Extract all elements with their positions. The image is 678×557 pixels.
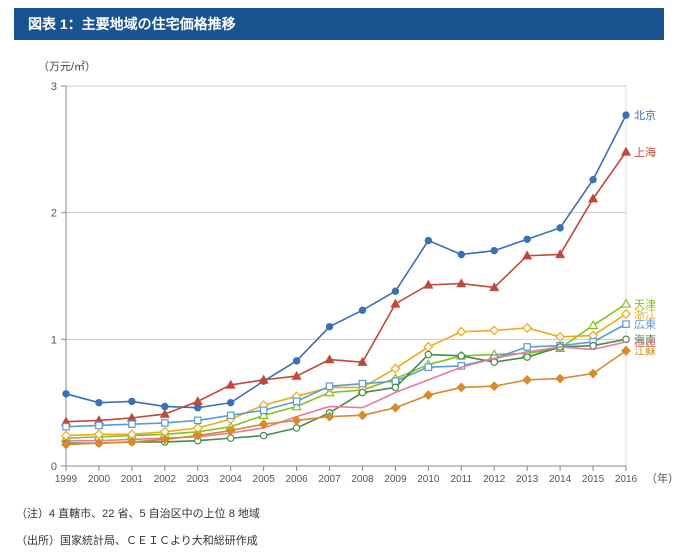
svg-text:2003: 2003 [187, 474, 210, 485]
svg-text:2007: 2007 [318, 474, 341, 485]
svg-text:2012: 2012 [483, 474, 506, 485]
svg-text:0: 0 [51, 461, 57, 473]
svg-text:2013: 2013 [516, 474, 539, 485]
svg-text:1999: 1999 [55, 474, 78, 485]
svg-text:2016: 2016 [615, 474, 638, 485]
svg-text:2: 2 [51, 208, 57, 220]
svg-text:3: 3 [51, 81, 57, 93]
svg-text:2015: 2015 [582, 474, 605, 485]
svg-text:1: 1 [51, 334, 57, 346]
svg-text:2006: 2006 [285, 474, 308, 485]
svg-text:2001: 2001 [121, 474, 144, 485]
footnote-note: （注）4 直轄市、22 省、5 自治区中の上位 8 地域 [16, 506, 664, 523]
svg-text:2002: 2002 [154, 474, 177, 485]
y-axis-unit: （万元/㎡） [38, 58, 664, 74]
line-chart: 0 1 2 3 1999 2000 2001 2002 2003 2004 2005 2006 2007… [32, 76, 672, 496]
svg-text:2008: 2008 [351, 474, 374, 485]
svg-text:2014: 2014 [549, 474, 572, 485]
svg-text:広東: 広東 [634, 318, 656, 331]
svg-text:2000: 2000 [88, 474, 111, 485]
svg-text:江蘇: 江蘇 [634, 345, 656, 358]
svg-text:2005: 2005 [253, 474, 276, 485]
svg-text:2010: 2010 [417, 474, 440, 485]
svg-text:上海: 上海 [634, 145, 656, 159]
svg-text:2004: 2004 [220, 474, 243, 485]
chart-area: 0 1 2 3 1999 2000 2001 2002 2003 2004 2005 2006 2007… [32, 76, 656, 496]
chart-title: 図表 1：主要地域の住宅価格推移 [14, 8, 664, 40]
svg-text:（年）: （年） [646, 471, 672, 485]
svg-text:北京: 北京 [634, 108, 656, 122]
svg-text:2009: 2009 [384, 474, 407, 485]
svg-text:2011: 2011 [451, 474, 473, 485]
footnote-source: （出所）国家統計局、ＣＥＩＣより大和総研作成 [16, 533, 664, 550]
